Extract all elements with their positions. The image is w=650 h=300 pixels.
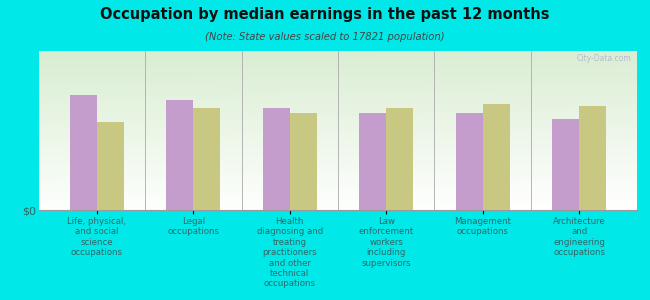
Bar [166, 100, 193, 210]
Text: Occupation by median earnings in the past 12 months: Occupation by median earnings in the pas… [100, 8, 550, 22]
Bar [290, 113, 317, 210]
Bar [552, 119, 579, 210]
Bar [483, 104, 510, 210]
Text: (Note: State values scaled to 17821 population): (Note: State values scaled to 17821 popu… [205, 32, 445, 41]
Bar [456, 113, 483, 210]
Text: City-Data.com: City-Data.com [577, 54, 631, 63]
Bar [386, 108, 413, 210]
Bar [579, 106, 606, 210]
Bar [263, 108, 290, 210]
Bar [193, 108, 220, 210]
Bar [359, 113, 386, 210]
Bar [70, 95, 97, 210]
Bar [97, 122, 124, 210]
